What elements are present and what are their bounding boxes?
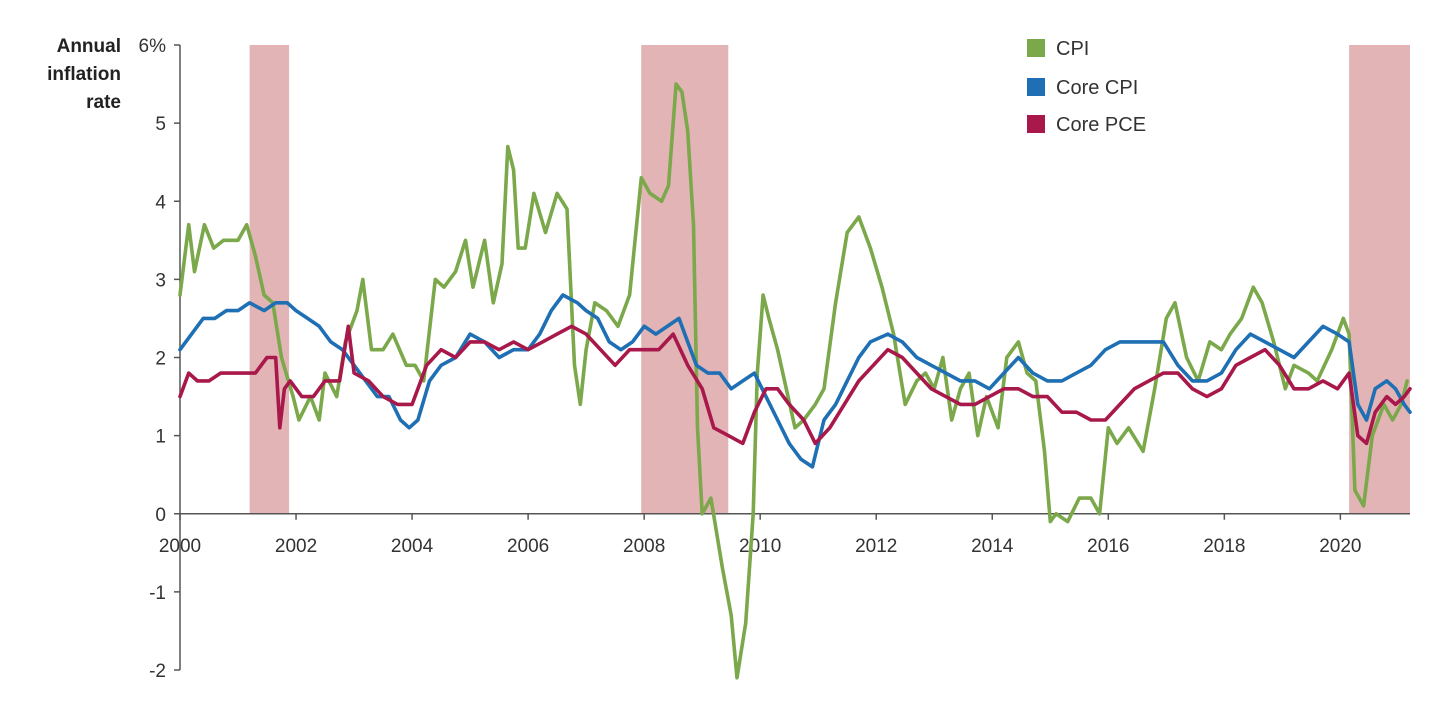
ylabel-line-3: rate: [86, 92, 121, 113]
recession-band-0: [249, 45, 290, 514]
series-lines: [178, 82, 1412, 680]
x-tick-label-0: 2000: [159, 536, 201, 557]
y-tick-label-8: -2: [149, 661, 166, 682]
x-tick-label-10: 2020: [1319, 536, 1361, 557]
recession-bands: [249, 45, 1410, 514]
ylabel-line-1: Annual: [57, 36, 121, 57]
legend-label-cpi: CPI: [1056, 38, 1089, 60]
y-tick-label-5: 1: [155, 427, 166, 448]
x-tick-label-6: 2012: [855, 536, 897, 557]
ylabel-line-2: inflation: [47, 64, 121, 85]
y-tick-label-7: -1: [149, 583, 166, 604]
series-line-cpi: [178, 82, 1409, 680]
legend: CPI Core CPI Core PCE: [1027, 38, 1146, 136]
series-line-core-pce: [178, 324, 1412, 446]
legend-label-core-cpi: Core CPI: [1056, 77, 1138, 99]
legend-swatch-core-pce: [1027, 115, 1045, 133]
series-line-core-cpi: [178, 293, 1412, 469]
y-axis-label: Annual inflation rate: [47, 36, 121, 113]
x-tick-label-5: 2010: [739, 536, 781, 557]
y-tick-label-4: 2: [155, 349, 166, 370]
x-tick-label-4: 2008: [623, 536, 665, 557]
axes: [179, 45, 1410, 670]
y-tick-label-1: 5: [155, 114, 166, 135]
x-tick-label-9: 2018: [1203, 536, 1245, 557]
y-tick-label-2: 4: [155, 192, 166, 213]
y-tick-label-3: 3: [155, 270, 166, 291]
y-tick-label-0: 6%: [139, 36, 167, 57]
y-ticks: 6% 5 4 3 2 1 0 -1 -2: [139, 36, 180, 682]
x-tick-label-7: 2014: [971, 536, 1014, 557]
legend-label-core-pce: Core PCE: [1056, 114, 1146, 136]
recession-band-2: [1349, 45, 1410, 514]
x-tick-label-8: 2016: [1087, 536, 1129, 557]
legend-swatch-cpi: [1027, 39, 1045, 57]
x-tick-label-3: 2006: [507, 536, 549, 557]
x-ticks: 2000 2002 2004 2006 2008 2010 2012 2014 2016 2018…: [159, 513, 1362, 557]
x-tick-label-1: 2002: [275, 536, 317, 557]
legend-swatch-core-cpi: [1027, 78, 1045, 96]
x-tick-label-2: 2004: [391, 536, 434, 557]
y-tick-label-6: 0: [155, 505, 166, 526]
